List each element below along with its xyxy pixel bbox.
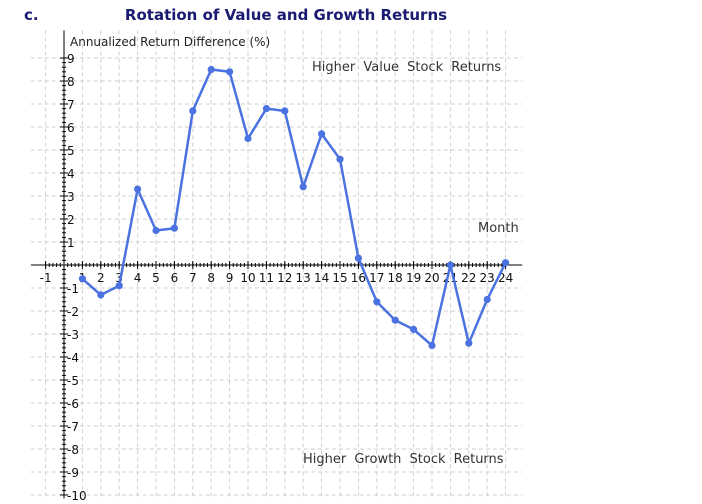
x-tick-label: 6 <box>171 271 179 285</box>
tick-labels: -112345678910111213141516171819202122232… <box>40 52 514 503</box>
y-axis-label: Annualized Return Difference (%) <box>70 35 270 49</box>
x-tick-label: 13 <box>296 271 311 285</box>
axes <box>30 30 523 499</box>
y-tick-label: -4 <box>67 351 79 365</box>
data-point <box>115 282 123 290</box>
data-point <box>97 291 105 299</box>
x-tick-label: 20 <box>424 271 439 285</box>
y-tick-label: -3 <box>67 328 79 342</box>
data-point <box>502 259 510 267</box>
y-tick-label: -9 <box>67 466 79 480</box>
data-point <box>336 155 344 163</box>
data-point <box>78 275 86 283</box>
series-line <box>81 68 507 347</box>
data-point <box>465 339 473 347</box>
x-tick-label: 17 <box>369 271 384 285</box>
x-tick-label: 22 <box>461 271 476 285</box>
data-point <box>134 185 142 193</box>
data-point <box>410 325 418 333</box>
y-tick-label: -6 <box>67 397 79 411</box>
y-tick-label: 8 <box>67 75 75 89</box>
x-tick-label: 18 <box>388 271 403 285</box>
x-tick-label: 3 <box>115 271 123 285</box>
x-tick-label: 5 <box>152 271 160 285</box>
x-tick-label: 23 <box>480 271 495 285</box>
x-tick-label: 14 <box>314 271 329 285</box>
y-tick-label: 1 <box>67 236 75 250</box>
y-tick-label: 6 <box>67 121 75 135</box>
data-point <box>152 226 160 235</box>
x-tick-label: 15 <box>332 271 347 285</box>
x-tick-label: 24 <box>498 271 513 285</box>
data-point <box>262 105 270 113</box>
data-point <box>483 295 491 304</box>
y-tick-label: -2 <box>67 305 79 319</box>
annotation-higher-value: Higher Value Stock Returns <box>312 60 501 75</box>
data-point <box>281 107 289 115</box>
x-tick-label: 12 <box>277 271 292 285</box>
y-tick-label: 2 <box>67 213 75 227</box>
y-tick-label: 7 <box>67 98 75 112</box>
data-point <box>318 130 326 138</box>
x-tick-label: 4 <box>134 271 142 285</box>
y-tick-label: 4 <box>67 167 75 181</box>
x-tick-label: 19 <box>406 271 421 285</box>
data-point <box>189 107 197 115</box>
x-tick-label: 16 <box>351 271 366 285</box>
chart-title: Rotation of Value and Growth Returns <box>125 6 447 24</box>
panel-label: c. <box>24 6 39 24</box>
y-tick-label: -5 <box>67 374 79 388</box>
x-tick-label: 8 <box>207 271 215 285</box>
data-point <box>446 261 454 269</box>
y-tick-label: 5 <box>67 144 75 158</box>
y-tick-label: -8 <box>67 443 79 457</box>
data-point <box>226 68 234 76</box>
x-tick-label: 2 <box>97 271 105 285</box>
series <box>78 65 510 350</box>
data-point <box>299 183 307 191</box>
y-tick-label: 9 <box>67 52 75 66</box>
data-point <box>354 254 362 262</box>
y-tick-label: -10 <box>67 489 87 503</box>
y-tick-label: -7 <box>67 420 79 434</box>
annotation-higher-growth: Higher Growth Stock Returns <box>303 452 504 467</box>
data-point <box>391 316 399 324</box>
x-tick-label: 11 <box>259 271 274 285</box>
x-tick-label: 10 <box>240 271 255 285</box>
y-tick-label: 3 <box>67 190 75 204</box>
data-point <box>207 65 215 74</box>
x-tick-label: -1 <box>40 271 52 285</box>
y-tick-label: -1 <box>67 282 79 296</box>
data-point <box>170 224 178 232</box>
x-tick-label: 7 <box>189 271 197 285</box>
data-point <box>244 134 252 143</box>
x-axis-label: Month <box>478 221 519 236</box>
data-point <box>428 341 436 350</box>
data-point <box>373 298 381 306</box>
x-tick-label: 9 <box>226 271 234 285</box>
